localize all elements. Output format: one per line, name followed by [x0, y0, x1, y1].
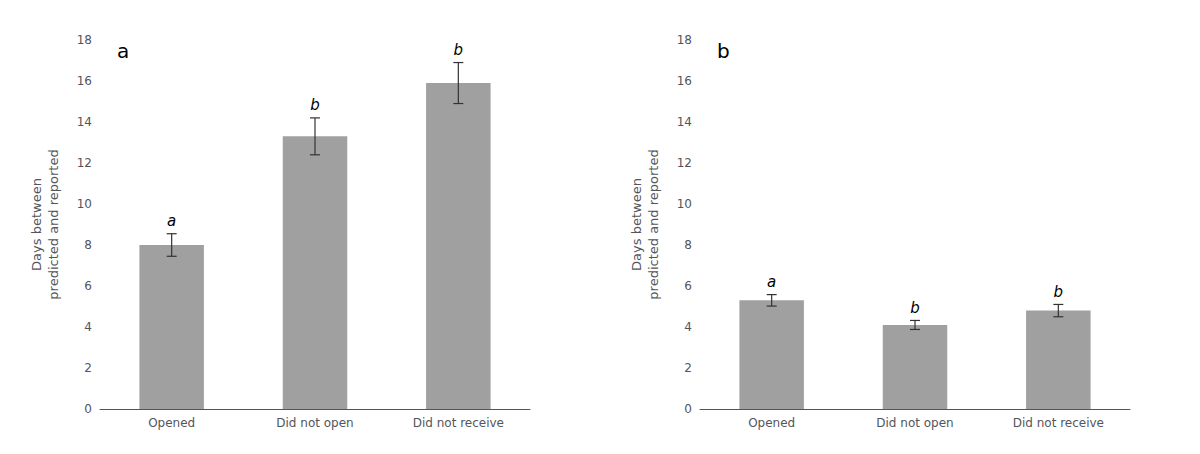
svg-text:predicted and reported: predicted and reported	[46, 149, 61, 299]
svg-text:b: b	[717, 39, 730, 63]
svg-text:b: b	[910, 299, 920, 317]
svg-text:8: 8	[84, 238, 92, 252]
svg-text:predicted and reported: predicted and reported	[646, 149, 661, 299]
svg-text:Did not receive: Did not receive	[413, 416, 504, 430]
svg-text:6: 6	[684, 279, 692, 293]
svg-text:16: 16	[77, 74, 92, 88]
svg-text:6: 6	[84, 279, 92, 293]
svg-text:12: 12	[677, 156, 692, 170]
svg-text:18: 18	[677, 33, 692, 47]
svg-text:a: a	[117, 39, 129, 63]
svg-text:a: a	[167, 212, 176, 230]
svg-text:4: 4	[684, 320, 692, 334]
svg-text:Did not open: Did not open	[276, 416, 353, 430]
svg-text:Opened: Opened	[148, 416, 195, 430]
svg-text:14: 14	[77, 115, 92, 129]
svg-text:8: 8	[684, 238, 692, 252]
svg-text:b: b	[454, 41, 464, 59]
svg-text:b: b	[1054, 283, 1064, 301]
svg-text:Days between: Days between	[629, 178, 644, 271]
svg-text:2: 2	[684, 361, 692, 375]
svg-text:4: 4	[84, 320, 92, 334]
svg-text:Days between: Days between	[29, 178, 44, 271]
svg-text:Did not receive: Did not receive	[1013, 416, 1104, 430]
svg-text:a: a	[767, 273, 776, 291]
svg-text:16: 16	[677, 74, 692, 88]
svg-text:12: 12	[77, 156, 92, 170]
svg-text:b: b	[310, 96, 320, 114]
svg-text:10: 10	[677, 197, 692, 211]
svg-text:10: 10	[77, 197, 92, 211]
svg-text:18: 18	[77, 33, 92, 47]
svg-text:2: 2	[84, 361, 92, 375]
svg-text:14: 14	[677, 115, 692, 129]
svg-text:0: 0	[684, 402, 692, 416]
svg-text:Did not open: Did not open	[876, 416, 953, 430]
svg-text:Opened: Opened	[748, 416, 795, 430]
svg-text:0: 0	[84, 402, 92, 416]
